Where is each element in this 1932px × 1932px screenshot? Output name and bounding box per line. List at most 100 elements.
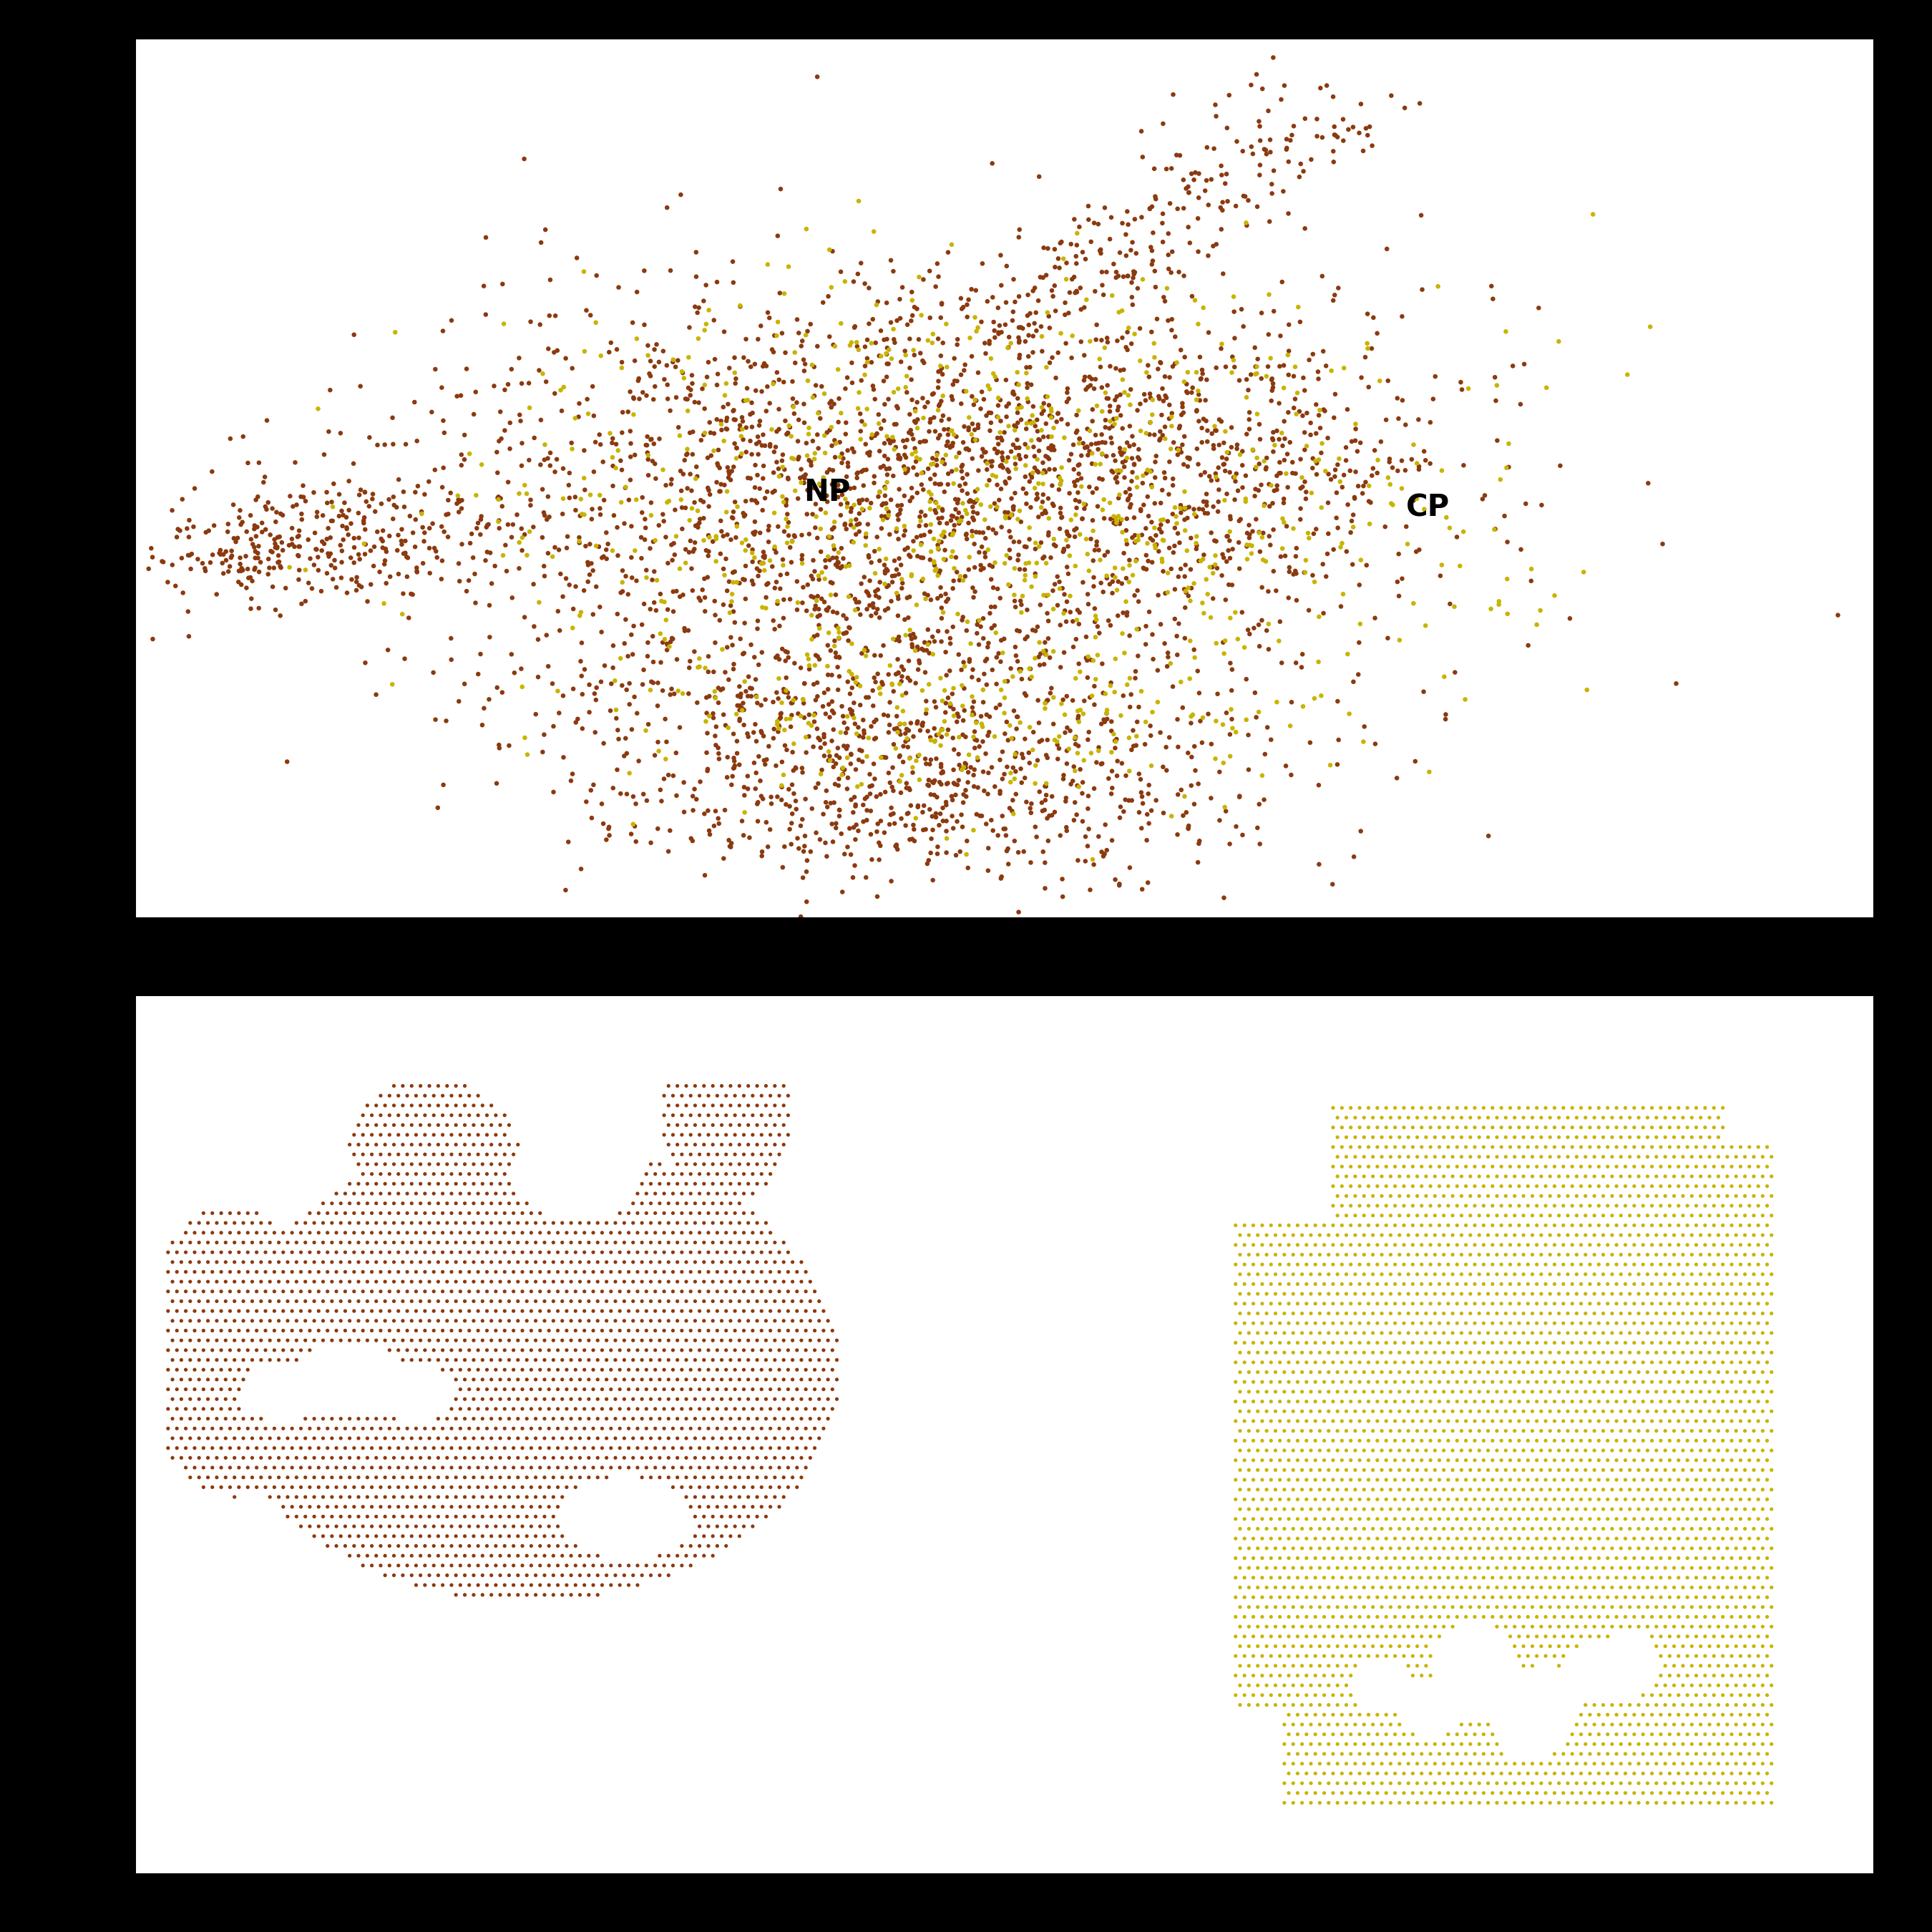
- Point: [1233, 1513, 1264, 1544]
- Point: [319, 545, 350, 576]
- Point: [999, 410, 1030, 440]
- Point: [1136, 469, 1167, 500]
- Point: [344, 1403, 375, 1434]
- Point: [1331, 1710, 1362, 1741]
- Point: [808, 798, 838, 829]
- Point: [583, 419, 614, 450]
- Point: [1557, 1151, 1588, 1182]
- Point: [1121, 663, 1151, 694]
- Point: [205, 539, 236, 570]
- Point: [688, 1246, 719, 1277]
- Point: [1221, 1426, 1252, 1457]
- Point: [1743, 1464, 1774, 1495]
- Point: [1331, 394, 1362, 425]
- Point: [1544, 1768, 1575, 1799]
- Point: [1557, 1602, 1588, 1633]
- Point: [1119, 257, 1150, 288]
- Point: [1314, 1260, 1345, 1291]
- Point: [174, 1265, 205, 1296]
- Point: [1009, 531, 1039, 562]
- Point: [1111, 597, 1142, 628]
- Point: [280, 1246, 311, 1277]
- Point: [1010, 786, 1041, 817]
- Point: [1729, 1631, 1760, 1662]
- Point: [1414, 1171, 1445, 1202]
- Point: [1561, 1573, 1592, 1604]
- Point: [755, 1412, 786, 1443]
- Point: [649, 1099, 680, 1130]
- Point: [1379, 1484, 1410, 1515]
- Point: [321, 1453, 352, 1484]
- Point: [568, 1393, 599, 1424]
- Point: [958, 413, 989, 444]
- Point: [1277, 1395, 1308, 1426]
- Point: [885, 549, 916, 580]
- Point: [680, 1501, 711, 1532]
- Point: [1393, 1611, 1424, 1642]
- Point: [844, 377, 875, 408]
- Point: [759, 1227, 790, 1258]
- Point: [1511, 489, 1542, 520]
- Point: [1349, 726, 1379, 757]
- Point: [1072, 794, 1103, 825]
- Point: [1499, 1180, 1530, 1211]
- Point: [272, 1265, 303, 1296]
- Point: [1331, 1161, 1362, 1192]
- Point: [1654, 1700, 1685, 1731]
- Point: [1702, 1142, 1733, 1173]
- Point: [1455, 1238, 1486, 1269]
- Point: [1451, 1484, 1482, 1515]
- Point: [386, 1540, 417, 1571]
- Point: [1459, 1269, 1490, 1300]
- Point: [257, 572, 288, 603]
- Point: [1059, 723, 1090, 753]
- Point: [481, 1569, 512, 1600]
- Point: [1445, 1395, 1476, 1426]
- Point: [821, 427, 852, 458]
- Point: [568, 1316, 599, 1347]
- Point: [601, 694, 632, 724]
- Point: [481, 1393, 512, 1424]
- Point: [1592, 1248, 1623, 1279]
- Point: [259, 1236, 290, 1267]
- Point: [506, 1217, 537, 1248]
- Point: [1063, 595, 1094, 626]
- Point: [1503, 1151, 1534, 1182]
- Point: [1654, 1151, 1685, 1182]
- Point: [612, 1217, 643, 1248]
- Point: [769, 831, 800, 862]
- Point: [922, 583, 952, 614]
- Point: [1636, 1679, 1667, 1710]
- Point: [649, 1198, 680, 1229]
- Point: [1088, 270, 1119, 301]
- Point: [684, 508, 715, 539]
- Point: [891, 431, 922, 462]
- Point: [386, 1090, 417, 1121]
- Point: [694, 522, 724, 553]
- Point: [1609, 1602, 1640, 1633]
- Point: [1204, 473, 1235, 504]
- Point: [711, 1275, 742, 1306]
- Point: [1308, 1269, 1339, 1300]
- Point: [568, 498, 599, 529]
- Point: [162, 1412, 193, 1443]
- Point: [881, 578, 912, 609]
- Point: [1605, 1180, 1636, 1211]
- Point: [427, 471, 458, 502]
- Point: [1273, 1640, 1304, 1671]
- Point: [1609, 1582, 1640, 1613]
- Point: [1495, 1758, 1526, 1789]
- Point: [719, 1179, 750, 1209]
- Point: [417, 508, 448, 539]
- Point: [632, 381, 663, 412]
- Point: [1530, 1640, 1561, 1671]
- Point: [1267, 176, 1298, 207]
- Point: [1366, 1710, 1397, 1741]
- Point: [1321, 1710, 1352, 1741]
- Point: [197, 1316, 228, 1347]
- Point: [1372, 234, 1403, 265]
- Point: [1596, 1219, 1627, 1250]
- Point: [156, 1246, 187, 1277]
- Point: [1109, 435, 1140, 466]
- Point: [763, 220, 794, 251]
